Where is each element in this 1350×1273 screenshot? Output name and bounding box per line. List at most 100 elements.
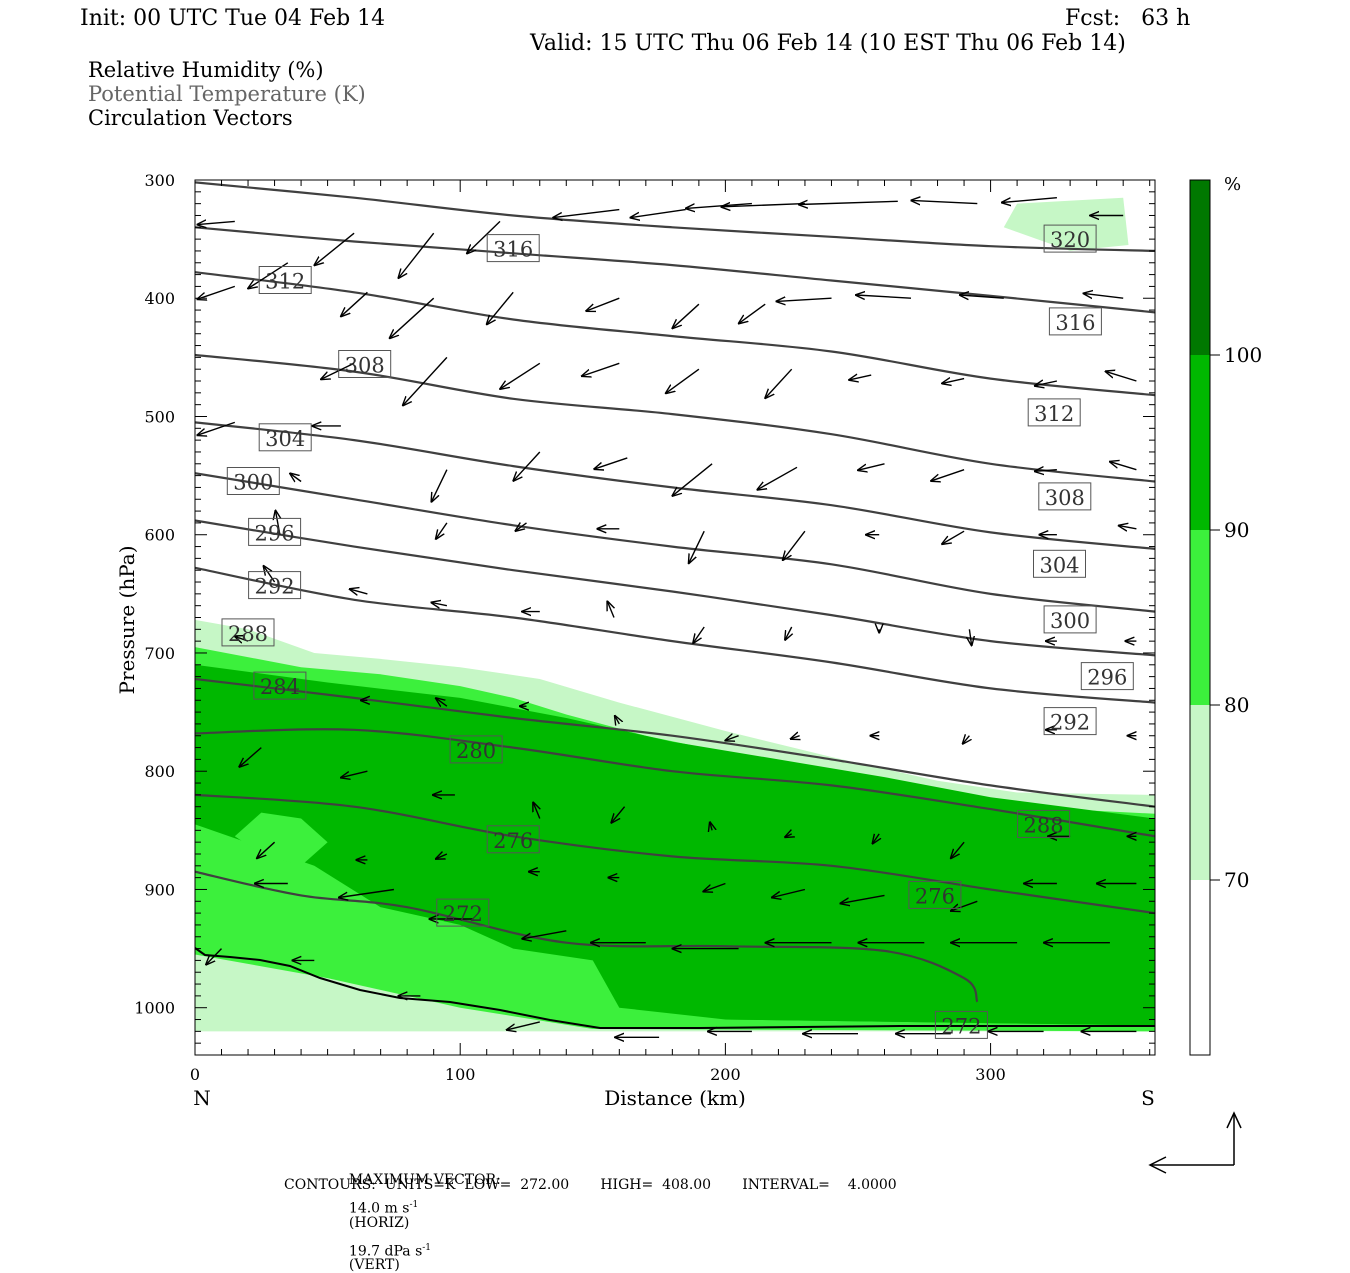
vector-55 xyxy=(942,530,965,544)
isentrope-280 xyxy=(195,728,1155,838)
contour-label-20: 276 xyxy=(908,880,962,909)
contour-label-12: 292 xyxy=(248,571,302,600)
vector-22 xyxy=(390,297,435,338)
max-vector-horiz-exp: -1 xyxy=(409,1200,419,1210)
contour-label-text: 288 xyxy=(1024,813,1064,837)
contour-label-6: 304 xyxy=(258,423,312,452)
contour-label-1: 320 xyxy=(1043,224,1097,253)
x-end-label-north: N xyxy=(193,1086,211,1110)
y-tick-label: 700 xyxy=(144,644,175,663)
x-axis-label: Distance (km) xyxy=(604,1086,746,1110)
contour-label-14: 288 xyxy=(221,618,275,647)
isentrope-276 xyxy=(195,793,1155,915)
colorbar-segment-2 xyxy=(1190,530,1210,705)
vector-37 xyxy=(942,379,965,384)
vector-36 xyxy=(849,375,872,380)
contour-label-17: 280 xyxy=(449,735,503,764)
contour-label-text: 288 xyxy=(228,622,268,646)
vector-59 xyxy=(432,603,448,606)
contour-label-3: 316 xyxy=(1048,307,1102,336)
vector-15 xyxy=(686,202,752,209)
vector-47 xyxy=(1035,470,1057,472)
contour-label-text: 316 xyxy=(1055,311,1095,335)
y-tick-label: 500 xyxy=(144,407,175,426)
isentrope-312 xyxy=(195,226,1155,314)
contour-label-text: 304 xyxy=(1039,553,1079,577)
vector-25 xyxy=(673,303,700,328)
contour-label-text: 280 xyxy=(456,739,496,763)
contour-label-box xyxy=(1033,549,1086,578)
vector-82 xyxy=(611,806,626,823)
cross-section-chart: 316 320 312 316 308 312 304 308 300 304 296 300 292 2… xyxy=(115,171,1262,1174)
contour-label-box xyxy=(338,350,392,378)
vector-49 xyxy=(436,522,448,539)
max-vector-label: MAXIMUM VECTOR: xyxy=(348,1172,501,1188)
contour-label-19: 276 xyxy=(486,825,540,854)
max-vector-vert-exp: -1 xyxy=(422,1242,432,1253)
contour-label-box xyxy=(486,234,540,263)
vector-46 xyxy=(931,469,965,481)
contour-label-box xyxy=(221,618,275,647)
vector-42 xyxy=(594,457,628,469)
vector-91 xyxy=(436,854,448,859)
contour-label-8: 300 xyxy=(226,467,280,495)
footer-contours: CONTOURS: UNITS=K LOW= 272.00 HIGH= 408.… xyxy=(284,1177,897,1193)
contour-label-box xyxy=(436,898,490,927)
contour-label-7: 308 xyxy=(1038,482,1092,511)
contour-label-text: 316 xyxy=(493,238,533,262)
rh-region-4 xyxy=(234,812,328,866)
vector-33 xyxy=(582,362,620,376)
contour-label-box xyxy=(226,467,280,495)
vector-8 xyxy=(264,566,276,583)
contour-label-10: 296 xyxy=(248,517,302,546)
contour-label-13: 296 xyxy=(1080,662,1134,691)
contour-label-text: 276 xyxy=(915,884,955,908)
y-axis-label: Pressure (hPa) xyxy=(115,546,139,695)
vector-16 xyxy=(721,204,805,207)
y-tick-label: 1000 xyxy=(134,999,175,1018)
vector-71 xyxy=(615,716,619,724)
y-tick-label: 900 xyxy=(144,880,175,899)
vector-9 xyxy=(235,636,249,641)
circulation-vectors xyxy=(197,197,1137,1038)
vector-13 xyxy=(553,208,620,218)
vector-97 xyxy=(951,900,978,911)
colorbar-level-label: 100 xyxy=(1224,343,1262,367)
rh-region-3 xyxy=(659,895,1155,1026)
contour-label-box xyxy=(1038,482,1092,511)
vector-3 xyxy=(321,362,355,379)
vector-19 xyxy=(1002,197,1057,203)
colorbar-frame xyxy=(1189,179,1211,1056)
contour-label-text: 272 xyxy=(941,1014,981,1038)
vector-41 xyxy=(513,451,541,481)
colorbar-segment-0 xyxy=(1190,180,1210,355)
vector-43 xyxy=(673,463,713,496)
vector-101 xyxy=(339,888,395,898)
vector-61 xyxy=(607,602,614,618)
y-tick-label: 600 xyxy=(144,526,175,545)
forecast-hour: Fcst: 63 h xyxy=(1065,6,1191,31)
isentrope-284 xyxy=(195,677,1155,808)
vector-53 xyxy=(783,530,806,560)
vector-78 xyxy=(239,747,262,767)
colorbar-segment-1 xyxy=(1190,355,1210,530)
vector-96 xyxy=(841,894,885,903)
x-end-label-south: S xyxy=(1141,1086,1155,1110)
rh-region-2 xyxy=(195,664,1155,1026)
contour-label-box xyxy=(908,880,962,909)
contour-label-2: 312 xyxy=(258,266,312,294)
vector-62 xyxy=(693,626,705,643)
vector-21 xyxy=(341,291,368,316)
vector-18 xyxy=(911,200,978,203)
vector-4 xyxy=(197,421,236,435)
vector-83 xyxy=(710,822,712,830)
vector-26 xyxy=(739,303,766,323)
contour-label-text: 312 xyxy=(265,270,305,294)
contour-label-text: 312 xyxy=(1034,402,1074,426)
contour-label-text: 292 xyxy=(255,575,295,599)
contour-label-box xyxy=(486,825,540,854)
vector-95 xyxy=(772,888,806,898)
isentrope-296 xyxy=(195,472,1155,613)
contour-label-box xyxy=(1043,707,1097,736)
colorbar-level-label: 80 xyxy=(1224,693,1249,717)
